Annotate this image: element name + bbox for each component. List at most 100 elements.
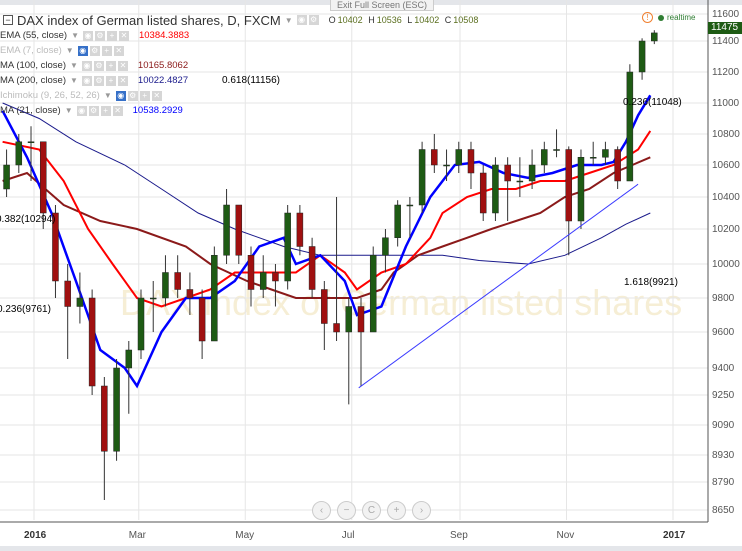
plus-icon[interactable]: + [106,30,117,41]
indicator-row: Ichimoku (9, 26, 52, 26) ▼ ◉ ⚙ + ✕ [0,88,481,103]
candle [357,306,365,333]
chevron-down-icon[interactable]: ▼ [70,76,78,85]
y-tick-label: 9250 [712,390,735,401]
gear-icon[interactable]: ⚙ [94,30,105,41]
candle [101,385,108,452]
chevron-down-icon[interactable]: ▼ [284,15,293,25]
candle [235,204,243,256]
gear-icon[interactable]: ⚙ [93,75,104,86]
candle [3,164,10,190]
close-icon[interactable]: ✕ [151,90,162,101]
close-icon[interactable]: ✕ [113,45,124,56]
fib-label: 0.618(11156) [222,75,281,86]
plus-icon[interactable]: + [105,75,116,86]
scroll-left-button[interactable]: ‹ [312,501,331,520]
zoom-out-button[interactable]: − [337,501,356,520]
y-tick-label: 8650 [712,505,735,516]
candle [64,280,71,307]
candle [492,164,499,214]
candle [198,297,206,342]
candle [39,141,47,214]
indicator-name[interactable]: MA (21, close) [0,105,61,116]
y-tick-label: 11000 [712,98,740,109]
candle [223,204,230,256]
last-price-badge: 11475 [708,22,742,34]
candle [88,297,96,387]
indicator-row: EMA (55, close) ▼ ◉ ⚙ + ✕ 10384.3883 [0,28,481,43]
indicator-value: 10538.2929 [132,105,183,116]
candle [308,246,316,290]
collapse-icon[interactable]: − [3,15,13,25]
plus-icon[interactable]: + [101,45,112,56]
gear-icon[interactable]: ⚙ [88,105,99,116]
indicator-name[interactable]: MA (100, close) [0,60,66,71]
candle [455,149,463,166]
close-icon[interactable]: ✕ [117,75,128,86]
gear-icon[interactable]: ⚙ [93,60,104,71]
candle [27,141,35,143]
close-icon[interactable]: ✕ [118,30,129,41]
y-tick-label: 11600 [712,9,740,20]
candle [626,71,634,182]
candle [174,272,181,290]
gear-icon[interactable]: ⚙ [308,15,319,25]
plus-icon[interactable]: + [100,105,111,116]
candle [651,32,658,42]
candle [247,255,255,290]
y-tick-label: 8790 [712,477,735,488]
plus-icon[interactable]: + [105,60,116,71]
candle [272,272,279,282]
close-icon[interactable]: ✕ [117,60,128,71]
chevron-down-icon[interactable]: ▼ [71,31,79,40]
indicator-value: 10022.4827 [137,75,189,86]
close-icon[interactable]: ✕ [112,105,123,116]
candle [149,297,157,300]
chevron-down-icon[interactable]: ▼ [64,106,73,115]
exit-fullscreen-button[interactable]: Exit Full Screen (ESC) [330,0,435,11]
symbol-title[interactable]: DAX index of German listed shares, D, FX… [17,12,281,28]
fib-label: 0.382(10294) [0,214,56,225]
eye-icon[interactable]: ◉ [296,15,307,25]
y-tick-label: 8930 [712,450,735,461]
reset-button[interactable]: C [362,501,381,520]
chevron-down-icon[interactable]: ▼ [70,61,78,70]
candle [443,164,450,167]
y-tick-label: 10600 [712,160,740,171]
plus-icon[interactable]: + [139,90,150,101]
eye-icon[interactable]: ◉ [81,60,92,71]
candle [528,164,536,182]
gear-icon[interactable]: ⚙ [127,90,138,101]
y-tick-label: 11400 [712,36,740,47]
candle [186,289,194,299]
y-tick-label: 10400 [712,192,740,203]
candle [479,172,487,214]
eye-icon[interactable]: ◉ [81,75,92,86]
warning-icon[interactable]: ! [642,12,653,23]
candle [125,349,133,369]
scroll-right-button[interactable]: › [412,501,431,520]
chevron-down-icon[interactable]: ▼ [103,91,112,100]
candle [504,164,511,182]
eye-icon[interactable]: ◉ [77,45,88,56]
indicator-name[interactable]: MA (200, close) [0,75,66,86]
x-tick-label: 2017 [663,530,686,541]
candle [565,149,573,222]
candle [76,297,84,307]
indicator-row: MA (100, close) ▼ ◉ ⚙ + ✕ 10165.8062 [0,58,481,73]
gear-icon[interactable]: ⚙ [89,45,100,56]
zoom-in-button[interactable]: + [387,501,406,520]
y-tick-label: 10800 [712,129,740,140]
y-tick-label: 11200 [712,67,740,78]
candle [296,212,304,247]
eye-icon[interactable]: ◉ [82,30,93,41]
indicator-name[interactable]: EMA (7, close) [0,45,62,56]
indicator-name[interactable]: Ichimoku (9, 26, 52, 26) [0,90,100,101]
chevron-down-icon[interactable]: ▼ [65,46,74,55]
candle [431,149,438,166]
indicator-name[interactable]: EMA (55, close) [0,30,68,41]
eye-icon[interactable]: ◉ [115,90,126,101]
eye-icon[interactable]: ◉ [76,105,87,116]
x-tick-label: May [235,530,255,541]
candle [418,149,426,206]
